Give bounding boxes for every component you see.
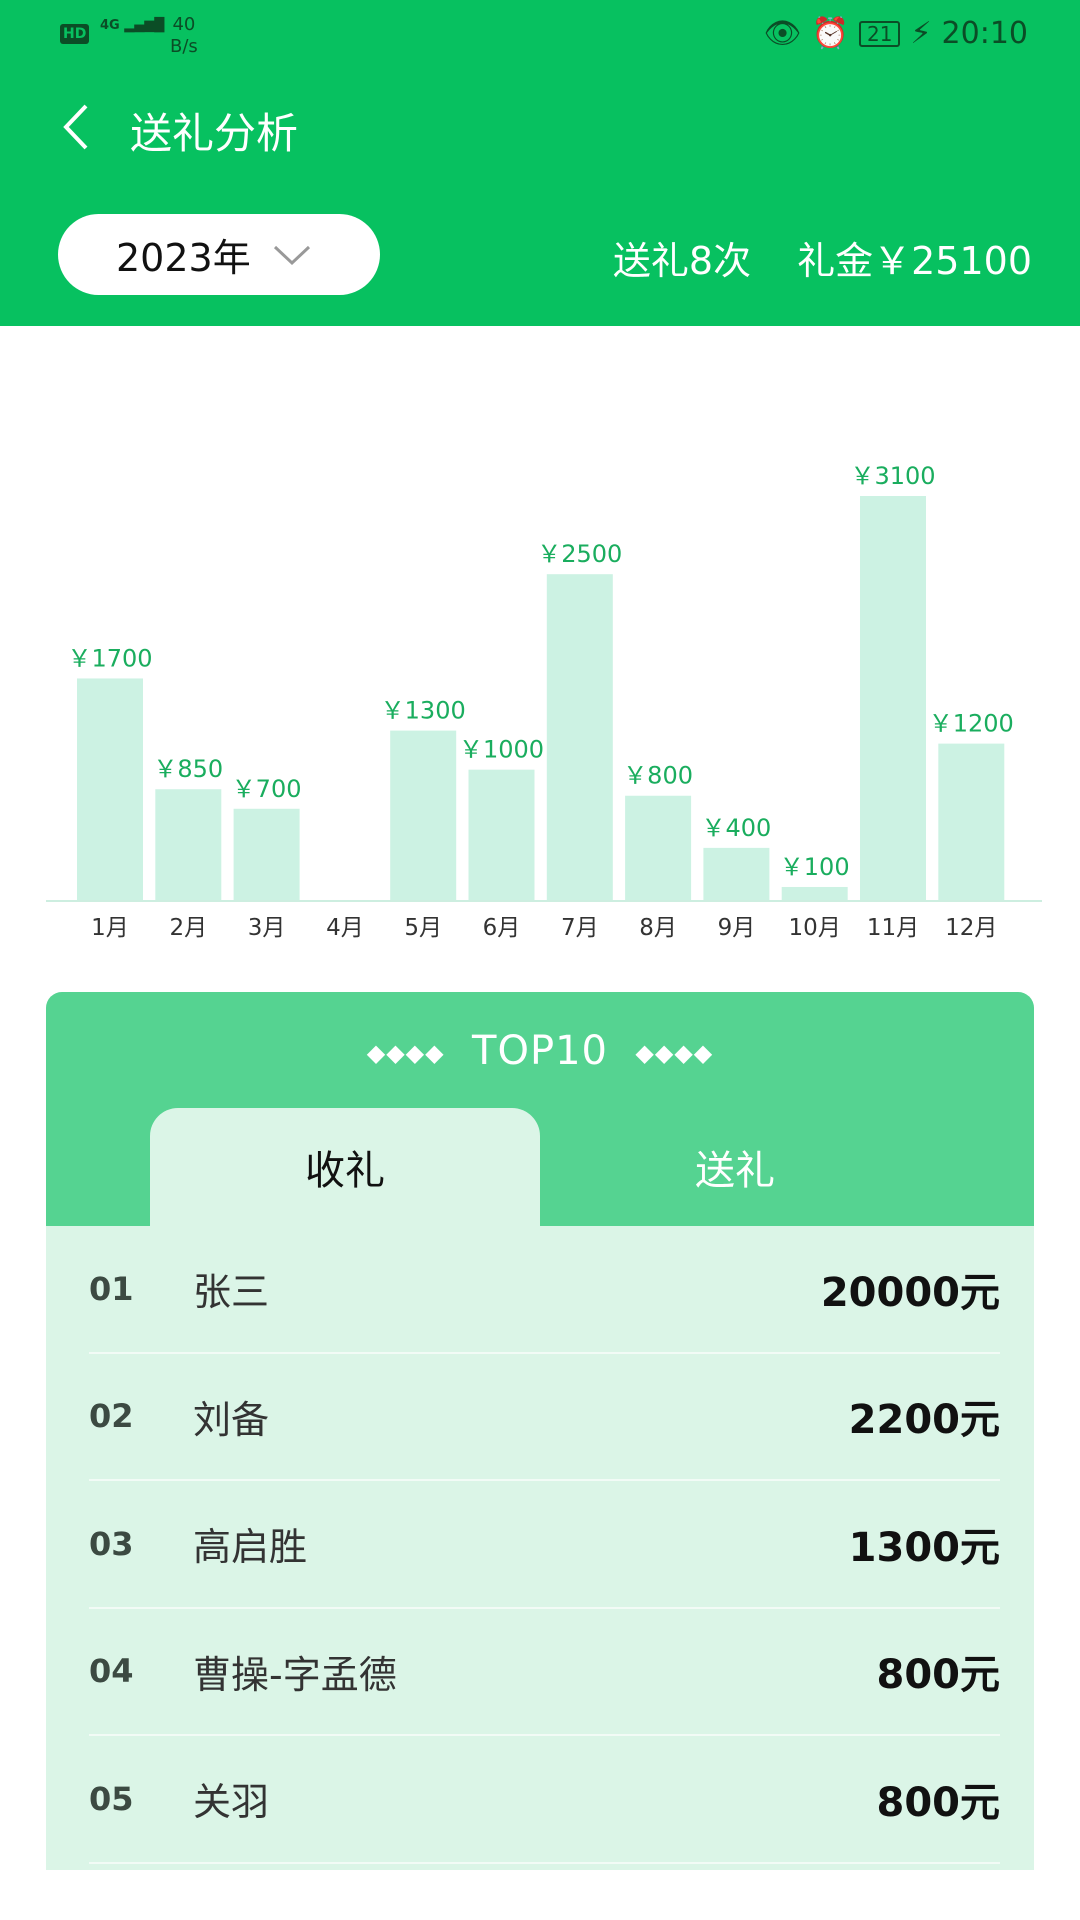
- x-tick-label: 3月: [248, 915, 286, 941]
- bar-value-label: ￥1700: [67, 644, 152, 672]
- amount: 2200元: [848, 1397, 1000, 1444]
- bar[interactable]: [77, 678, 143, 900]
- bar-value-label: ￥2500: [537, 540, 622, 568]
- chevron-down-icon: [273, 245, 310, 265]
- rank: 02: [89, 1397, 134, 1436]
- x-tick-label: 11月: [867, 915, 919, 941]
- amount: 800元: [876, 1652, 1001, 1699]
- page-title: 送礼分析: [130, 109, 299, 158]
- person-name: 曹操-字孟德: [193, 1652, 397, 1697]
- summary: 送礼8次 礼金￥25100: [613, 230, 1032, 285]
- tab-received[interactable]: 收礼: [150, 1108, 540, 1226]
- bar-value-label: ￥3100: [850, 462, 935, 490]
- person-name: 高启胜: [193, 1525, 308, 1570]
- bar-value-label: ￥800: [623, 762, 693, 790]
- signal-icon: 4G ▂▄▆█: [100, 18, 165, 33]
- bar[interactable]: [155, 789, 222, 900]
- bar[interactable]: [468, 769, 535, 900]
- list-item[interactable]: 04 曹操-字孟德 800元: [89, 1609, 1001, 1736]
- x-tick-label: 4月: [326, 915, 364, 941]
- top10-card: ◆◆◆◆ TOP10 ◆◆◆◆ 收礼 送礼 01 张三 20000元 02 刘备 2200…: [46, 992, 1034, 1870]
- bar[interactable]: [703, 847, 770, 900]
- gift-amount: 礼金￥25100: [797, 239, 1032, 283]
- bar-value-label: ￥400: [701, 814, 771, 842]
- clock: 20:10: [941, 16, 1028, 51]
- network-speed: 40 B/s: [170, 14, 198, 57]
- x-tick-label: 12月: [945, 915, 997, 941]
- back-icon[interactable]: [58, 102, 98, 152]
- rank: 04: [89, 1652, 134, 1691]
- amount: 1300元: [848, 1524, 1000, 1571]
- bar[interactable]: [625, 795, 692, 900]
- monthly-bar-chart: ￥1700 1月 ￥850 2月 ￥700 3月 4月 ￥1300 5月 ￥1000 6月 ￥2500…: [46, 462, 1042, 941]
- bar-value-label: ￥1000: [459, 736, 544, 764]
- tab-sent[interactable]: 送礼: [695, 1148, 775, 1194]
- bar[interactable]: [860, 496, 926, 900]
- rank: 03: [89, 1524, 134, 1563]
- status-bar: HD 4G ▂▄▆█ 40 B/s 👁 ⏰ 21 ⚡ 20:10: [0, 0, 1080, 70]
- x-tick-label: 2月: [169, 915, 207, 941]
- alarm-icon: ⏰: [811, 16, 849, 51]
- person-name: 关羽: [193, 1780, 270, 1825]
- x-tick-label: 1月: [91, 915, 129, 941]
- bar-value-label: ￥1200: [929, 710, 1014, 738]
- x-tick-label: 9月: [718, 915, 756, 941]
- year-selector[interactable]: 2023年: [58, 214, 380, 295]
- list-item[interactable]: 01 张三 20000元: [89, 1226, 1000, 1354]
- person-name: 刘备: [193, 1397, 270, 1442]
- bar-value-label: ￥700: [232, 775, 302, 803]
- header: HD 4G ▂▄▆█ 40 B/s 👁 ⏰ 21 ⚡ 20:10 送礼分析 202…: [0, 0, 1080, 326]
- x-tick-label: 5月: [404, 915, 442, 941]
- bar[interactable]: [390, 730, 457, 900]
- x-tick-label: 6月: [483, 915, 521, 941]
- gift-count: 送礼8次: [612, 239, 752, 283]
- x-tick-label: 7月: [561, 915, 599, 941]
- list-item[interactable]: 02 刘备 2200元: [89, 1354, 1000, 1481]
- amount: 800元: [876, 1779, 1001, 1826]
- battery-icon: 21: [859, 20, 901, 47]
- bar[interactable]: [781, 886, 848, 900]
- x-tick-label: 10月: [789, 915, 841, 941]
- rank: 01: [89, 1269, 134, 1308]
- hd-icon: HD: [60, 24, 90, 44]
- bar-value-label: ￥850: [153, 755, 223, 783]
- bar-value-label: ￥1300: [381, 697, 466, 725]
- bar-value-label: ￥100: [780, 853, 850, 881]
- bar[interactable]: [546, 574, 613, 900]
- person-name: 张三: [193, 1270, 270, 1315]
- top10-title: ◆◆◆◆ TOP10 ◆◆◆◆: [366, 1028, 714, 1074]
- rank: 05: [89, 1779, 134, 1818]
- amount: 20000元: [820, 1269, 1000, 1316]
- eye-icon: 👁: [763, 16, 802, 51]
- bar[interactable]: [233, 808, 300, 900]
- charging-icon: ⚡: [910, 16, 932, 51]
- list-item[interactable]: 03 高启胜 1300元: [89, 1481, 1000, 1609]
- list-item[interactable]: 05 关羽 800元: [89, 1736, 1000, 1864]
- bar[interactable]: [938, 743, 1005, 900]
- x-tick-label: 8月: [639, 915, 677, 941]
